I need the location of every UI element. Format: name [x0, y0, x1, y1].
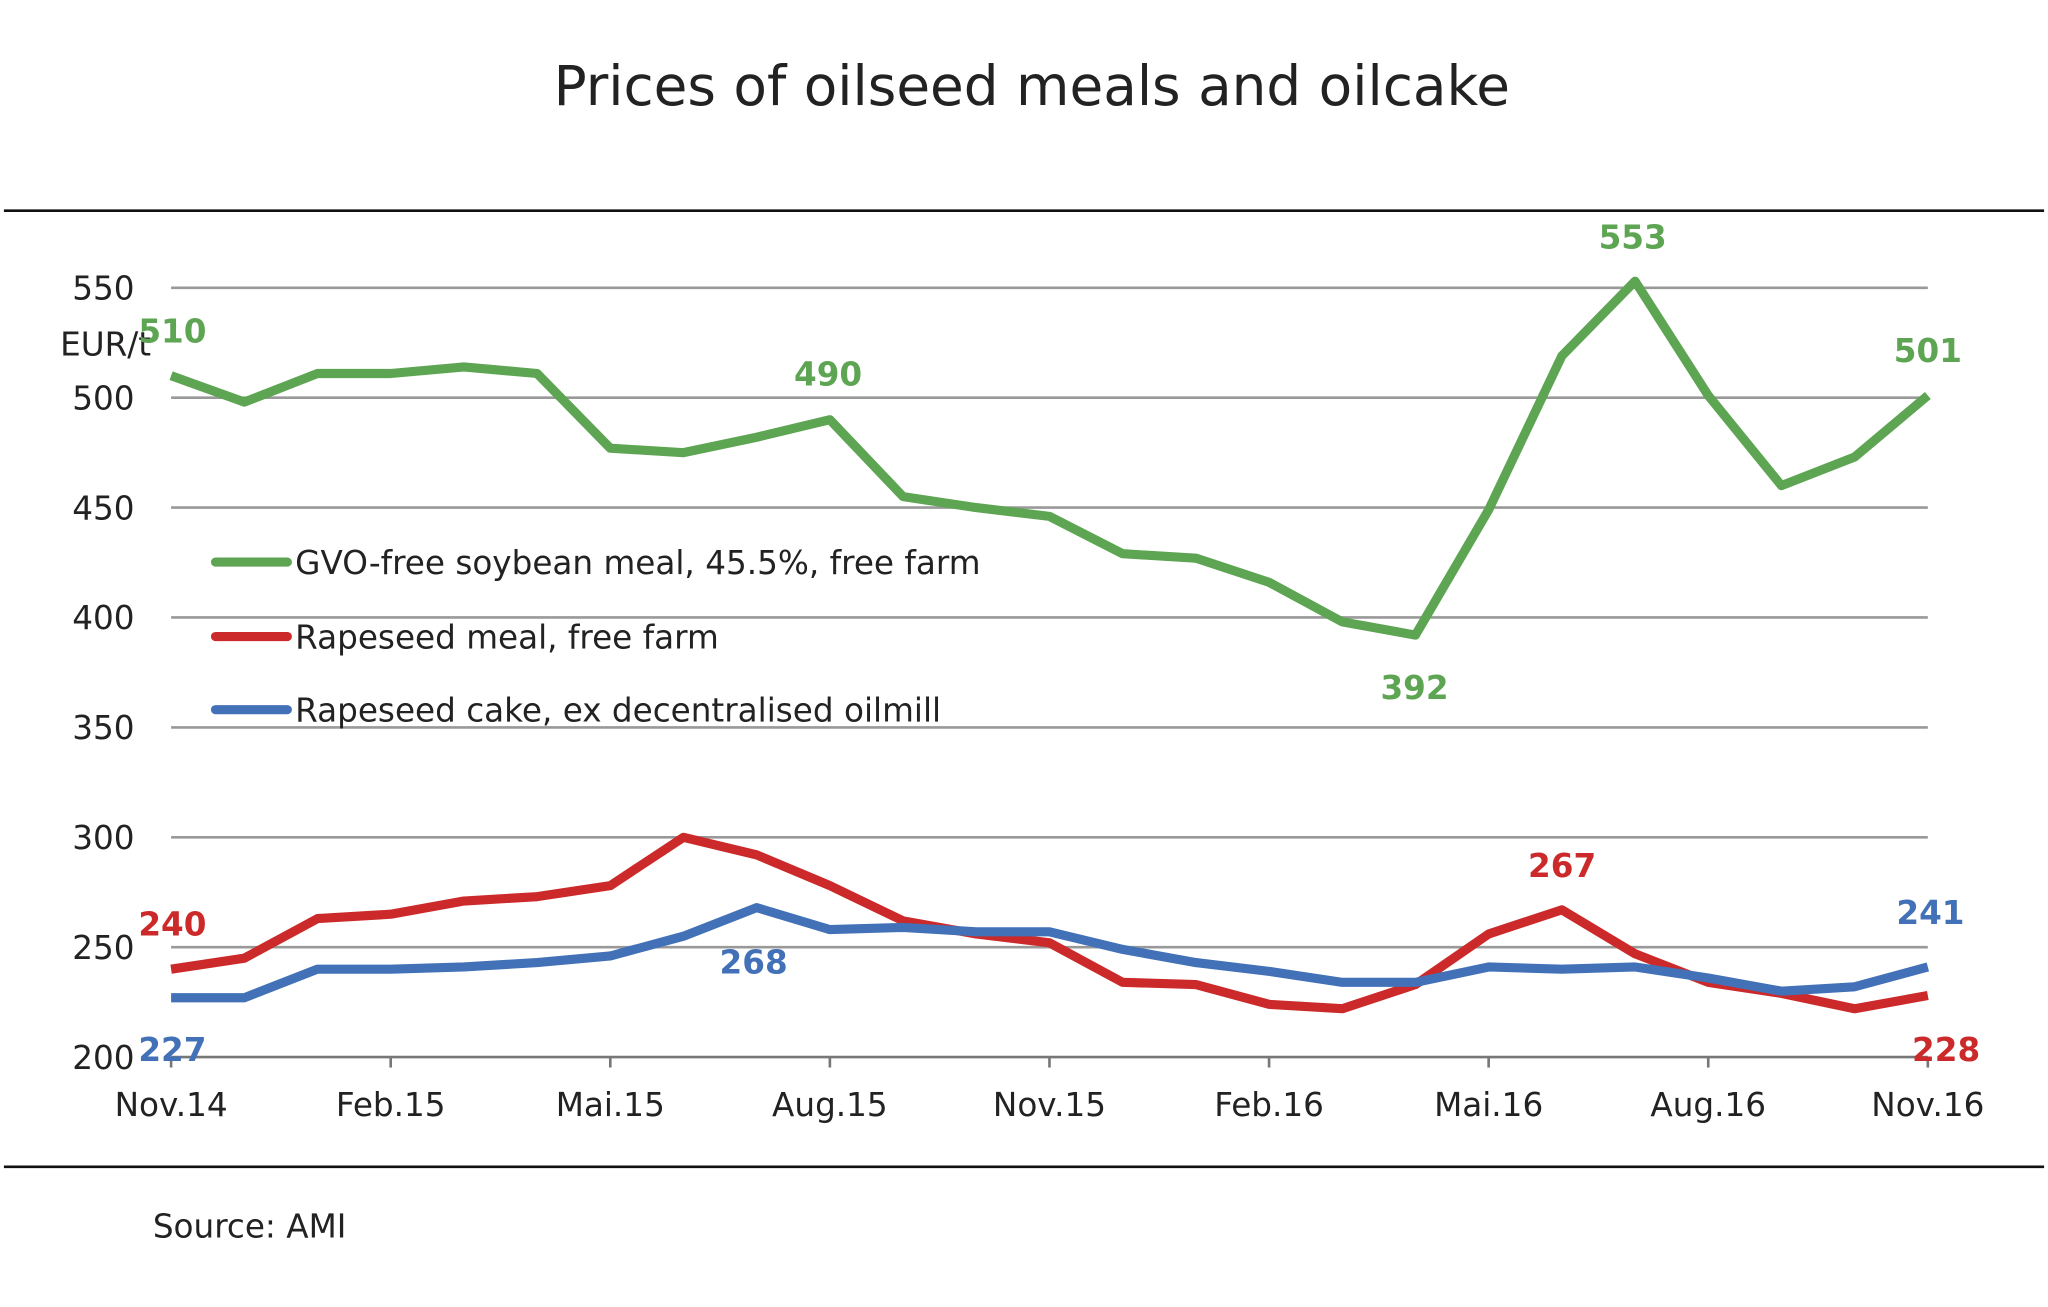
x-tick-label: Mai.15 [556, 1086, 665, 1124]
y-tick-label: 350 [72, 709, 134, 747]
data-label: 241 [1896, 894, 1964, 932]
y-tick-label: 200 [72, 1039, 134, 1077]
chart-title: Prices of oilseed meals and oilcake [554, 54, 1510, 118]
data-label: 228 [1912, 1031, 1980, 1069]
legend-label: GVO-free soybean meal, 45.5%, free farm [295, 544, 980, 582]
x-tick-label: Aug.15 [772, 1086, 888, 1124]
legend-label: Rapeseed meal, free farm [295, 618, 719, 656]
x-tick-label: Aug.16 [1650, 1086, 1766, 1124]
data-label: 392 [1380, 669, 1448, 707]
y-tick-label: 450 [72, 489, 134, 527]
x-tick-label: Nov.15 [993, 1086, 1106, 1124]
x-tick-label: Feb.15 [336, 1086, 446, 1124]
data-label: 227 [138, 1031, 206, 1069]
data-label: 268 [720, 944, 788, 982]
x-tick-label: Nov.16 [1871, 1086, 1984, 1124]
y-tick-label: 250 [72, 929, 134, 967]
data-label: 510 [138, 313, 206, 351]
series-line-2 [171, 903, 1930, 1003]
source-note: Source: AMI [153, 1207, 347, 1245]
x-tick-label: Feb.16 [1214, 1086, 1324, 1124]
y-tick-label: 550 [72, 270, 134, 308]
legend-label: Rapeseed cake, ex decentralised oilmill [295, 691, 941, 729]
x-tick-label: Nov.14 [115, 1086, 228, 1124]
y-tick-label: 500 [72, 379, 134, 417]
y-axis-label: EUR/t [60, 326, 151, 364]
data-label: 553 [1599, 219, 1667, 257]
y-tick-label: 300 [72, 819, 134, 857]
x-tick-label: Mai.16 [1434, 1086, 1543, 1124]
series-line-0 [169, 276, 1931, 640]
y-tick-label: 400 [72, 599, 134, 637]
series-line-1 [170, 832, 1929, 1014]
data-label: 490 [794, 356, 862, 394]
data-label: 240 [138, 906, 206, 944]
data-label: 267 [1528, 847, 1596, 885]
data-label: 501 [1894, 332, 1962, 370]
